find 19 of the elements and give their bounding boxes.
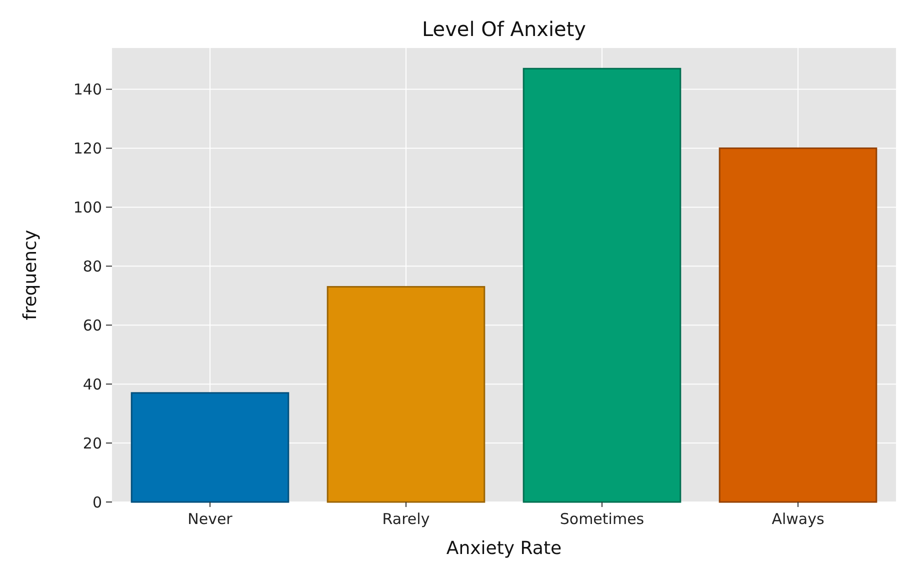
x-tick-label: Sometimes: [560, 510, 644, 528]
bar: [130, 392, 290, 503]
y-axis-title: frequency: [20, 230, 41, 320]
chart-title: Level Of Anxiety: [422, 17, 586, 41]
y-tick-label: 60: [82, 316, 102, 334]
bar: [522, 68, 682, 503]
x-tick-label: Always: [772, 510, 824, 528]
y-tick-label: 140: [73, 80, 102, 99]
y-tick-label: 20: [82, 434, 102, 452]
bar: [326, 286, 486, 503]
y-tick-label: 40: [82, 375, 102, 394]
x-axis-title: Anxiety Rate: [446, 538, 562, 559]
y-tick-label: 100: [73, 198, 102, 216]
y-tick-label: 0: [92, 493, 102, 512]
y-tick-label: 120: [73, 139, 102, 158]
bar: [718, 147, 878, 503]
x-tick-label: Rarely: [382, 510, 430, 528]
y-tick-label: 80: [82, 257, 102, 276]
x-tick-label: Never: [188, 510, 234, 528]
